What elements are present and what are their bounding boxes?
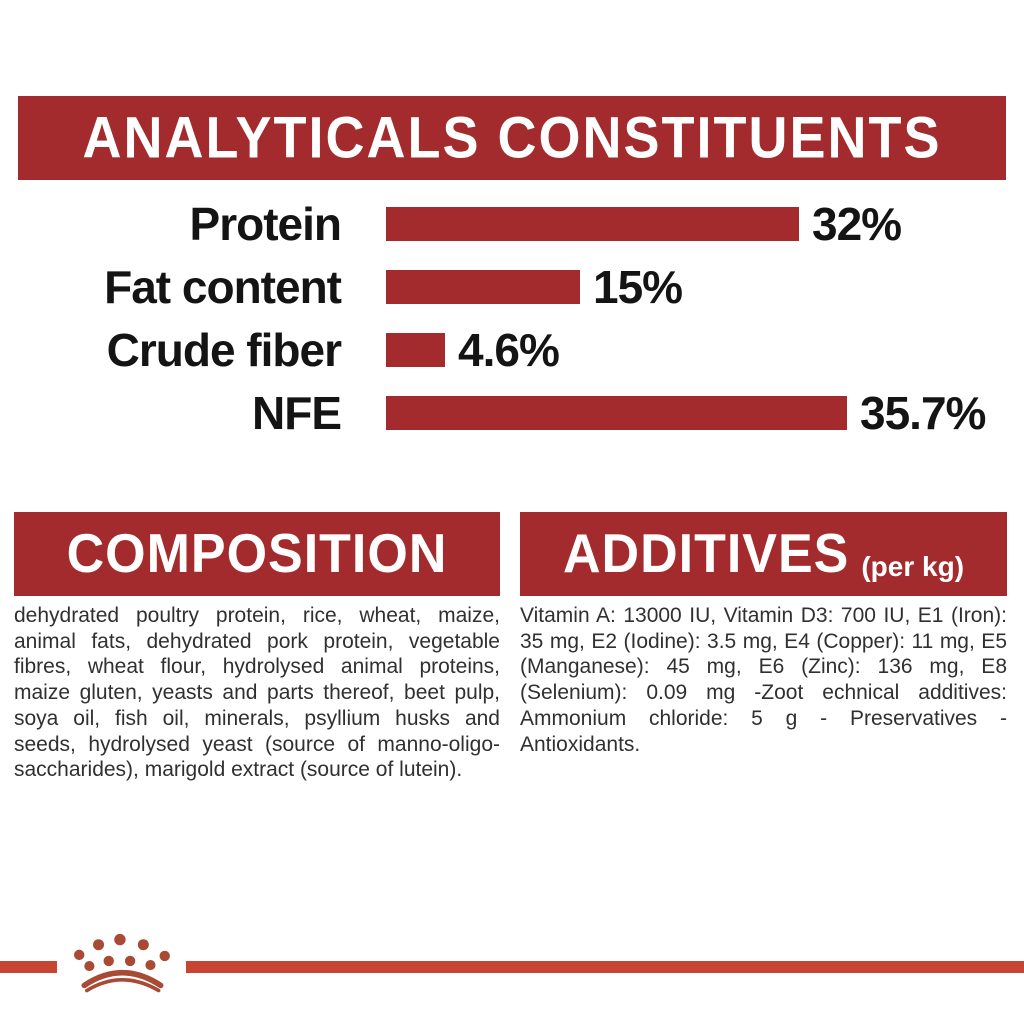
chart-bar-nfe xyxy=(386,396,847,430)
chart-row-nfe: NFE 35.7% xyxy=(0,387,1024,439)
composition-banner: COMPOSITION xyxy=(14,512,500,596)
analyticals-banner: ANALYTICALS CONSTITUENTS xyxy=(18,96,1006,180)
chart-value-nfe: 35.7% xyxy=(860,387,986,439)
additives-text: Vitamin A: 13000 IU, Vitamin D3: 700 IU,… xyxy=(520,604,1007,756)
footer-divider-right xyxy=(186,961,1024,973)
additives-heading: ADDITIVES xyxy=(562,523,850,585)
chart-bar-fat-content xyxy=(386,270,580,304)
chart-value-protein: 32% xyxy=(812,198,902,250)
chart-label-protein: Protein xyxy=(189,198,342,250)
chart-row-protein: Protein 32% xyxy=(0,198,1024,250)
additives-section: ADDITIVES (per kg) Vitamin A: 13000 IU, … xyxy=(520,512,1007,757)
analyticals-chart: Protein 32% Fat content 15% Crude fiber … xyxy=(0,198,1024,454)
analyticals-title: ANALYTICALS CONSTITUENTS xyxy=(82,105,942,171)
chart-row-crude-fiber: Crude fiber 4.6% xyxy=(0,324,1024,376)
chart-value-crude-fiber: 4.6% xyxy=(458,324,560,376)
composition-section: COMPOSITION dehydrated poultry protein, … xyxy=(14,512,500,783)
footer-divider-left xyxy=(0,961,57,973)
chart-bar-crude-fiber xyxy=(386,333,445,367)
chart-row-fat-content: Fat content 15% xyxy=(0,261,1024,313)
chart-value-fat-content: 15% xyxy=(593,261,683,313)
additives-banner: ADDITIVES (per kg) xyxy=(520,512,1007,596)
composition-text: dehydrated poultry protein, rice, wheat,… xyxy=(14,604,500,782)
royal-canin-crown-icon xyxy=(74,933,170,993)
additives-per-kg-label: (per kg) xyxy=(861,551,965,582)
composition-heading: COMPOSITION xyxy=(66,523,448,585)
chart-label-fat-content: Fat content xyxy=(104,261,342,313)
chart-label-nfe: NFE xyxy=(252,387,342,439)
chart-label-crude-fiber: Crude fiber xyxy=(106,324,342,376)
chart-bar-protein xyxy=(386,207,799,241)
